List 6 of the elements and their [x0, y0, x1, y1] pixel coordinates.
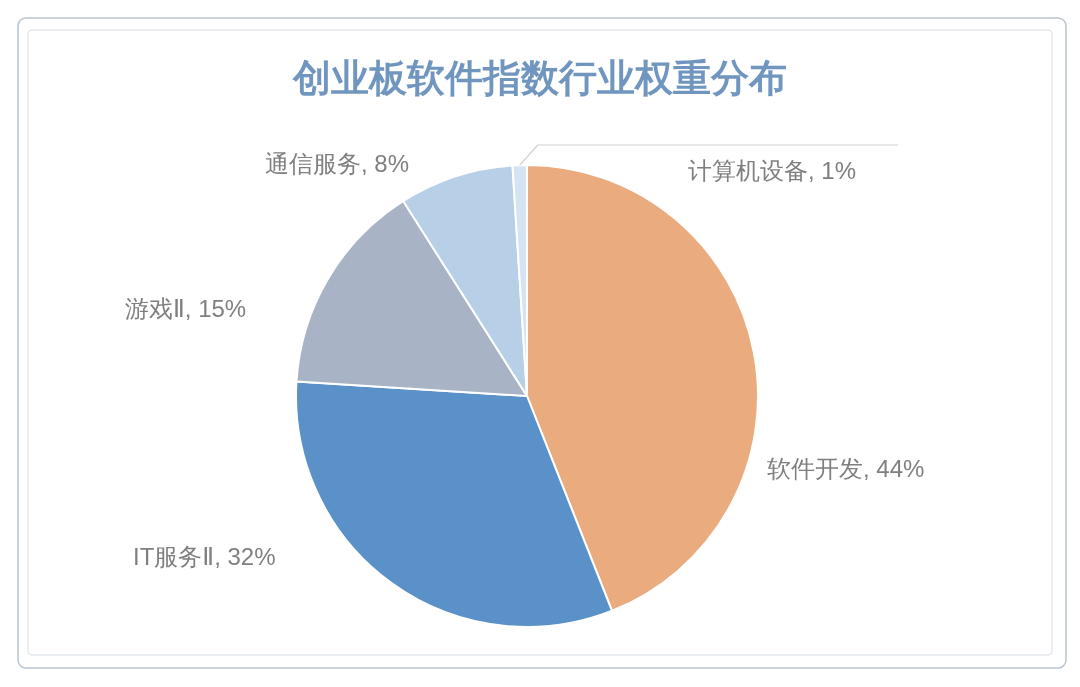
- slice-label: 游戏Ⅱ, 15%: [125, 294, 247, 322]
- slice-label: 软件开发, 44%: [767, 454, 925, 482]
- slice-label: 计算机设备, 1%: [688, 156, 857, 184]
- slice-label: 通信服务, 8%: [265, 149, 410, 177]
- chart-title: 创业板软件指数行业权重分布: [292, 57, 787, 99]
- slice-label: IT服务Ⅱ, 32%: [133, 542, 276, 570]
